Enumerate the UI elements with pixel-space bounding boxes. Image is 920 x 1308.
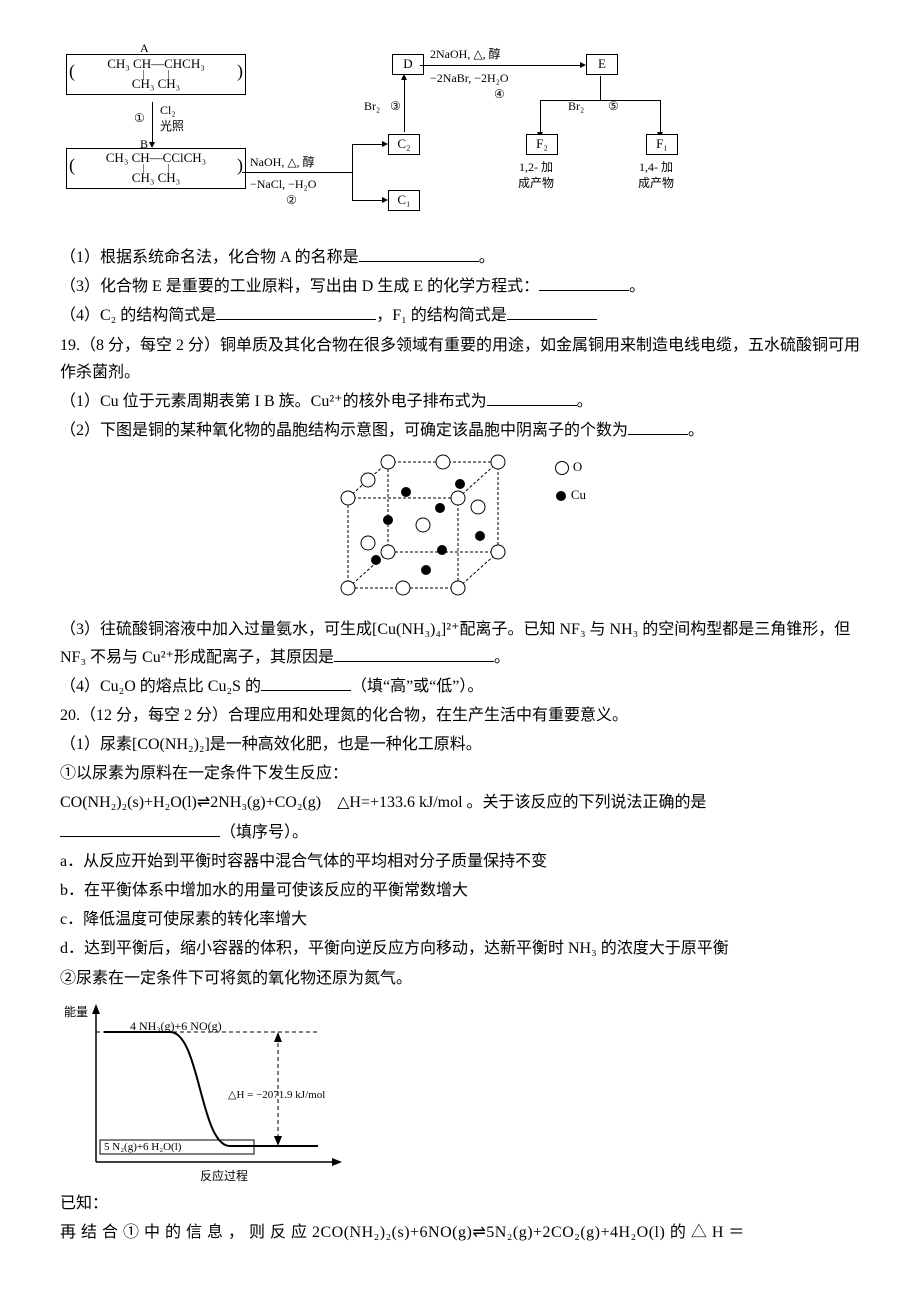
blank-19-4[interactable] [261, 674, 351, 691]
arrow-to-f1 [660, 100, 661, 132]
step1-num: ① [134, 108, 145, 128]
q20-1-1-blank: （填序号）。 [60, 819, 860, 846]
blank-18-3[interactable] [539, 274, 629, 291]
q19-1: （1）Cu 位于元素周期表第 I B 族。Cu²⁺的核外电子排布式为。 [60, 388, 860, 415]
q18-3: （3）化合物 E 是重要的工业原料，写出由 D 生成 E 的化学方程式：。 [60, 273, 860, 300]
step3-cond: Br₂ [364, 96, 380, 116]
step4-num: ④ [494, 84, 505, 104]
energy-diagram: 能量 4 NH₃(g)+6 NO(g) 5 N₂(g)+6 H₂O(l) △H … [60, 996, 360, 1186]
q19-3: （3）往硫酸铜溶液中加入过量氨水，可生成[Cu(NH₃)₄]²⁺配离子。已知 N… [60, 616, 860, 670]
arrow-to-c1 [352, 200, 382, 201]
q19-4: （4）Cu₂O 的熔点比 Cu₂S 的（填“高”或“低”）。 [60, 673, 860, 700]
f1-box: F₁ [646, 134, 678, 155]
crystal-structure-diagram: O Cu [330, 450, 590, 610]
compound-a-box: ( ) CH₃ CH—CHCH₃ | | CH₃ CH₃ [66, 54, 246, 95]
reaction-scheme: A ( ) CH₃ CH—CHCH₃ | | CH₃ CH₃ Cl₂ 光照 ① … [60, 40, 850, 240]
option-d: d．达到平衡后，缩小容器的体积，平衡向逆反应方向移动，达新平衡时 NH₃ 的浓度… [60, 935, 860, 962]
blank-19-2[interactable] [628, 418, 688, 435]
arrow-to-f2 [540, 100, 541, 132]
f2-box: F₂ [526, 134, 558, 155]
c2-box: C₂ [388, 134, 420, 155]
step2-cond1: NaOH, △, 醇 [250, 152, 315, 172]
step2-cond2: −NaCl, −H₂O [250, 174, 316, 194]
step3-num: ③ [390, 96, 401, 116]
crystal-legend: O Cu [555, 456, 586, 506]
q20-1-2: ②尿素在一定条件下可将氮的氧化物还原为氮气。 [60, 965, 860, 992]
page: A ( ) CH₃ CH—CHCH₃ | | CH₃ CH₃ Cl₂ 光照 ① … [0, 0, 920, 1308]
legend-o-icon [555, 461, 569, 475]
compound-b-box: ( ) CH₃ CH—CClCH₃ | | CH₃ CH₃ [66, 148, 246, 189]
ediag-ylabel: 能量 [64, 1002, 88, 1022]
legend-cu-label: Cu [571, 487, 586, 502]
q20-1-1-intro: ①以尿素为原料在一定条件下发生反应： [60, 760, 860, 787]
blank-19-3[interactable] [334, 645, 494, 662]
legend-o-label: O [573, 459, 582, 474]
q18-4: （4）C₂ 的结构简式是，F₁ 的结构简式是 [60, 302, 860, 329]
blank-18-1[interactable] [359, 245, 479, 262]
q19-2: （2）下图是铜的某种氧化物的晶胞结构示意图，可确定该晶胞中阴离子的个数为。 [60, 417, 860, 444]
q18-1: （1）根据系统命名法，化合物 A 的名称是。 [60, 244, 860, 271]
option-b: b．在平衡体系中增加水的用量可使该反应的平衡常数增大 [60, 877, 860, 904]
f1-note: 1,4- 加 成产物 [638, 160, 674, 191]
q19-intro: 19.（8 分，每空 2 分）铜单质及其化合物在很多领域有重要的用途，如金属铜用… [60, 332, 860, 386]
ediag-bottom: 5 N₂(g)+6 H₂O(l) [104, 1138, 181, 1157]
step2-num: ② [286, 190, 297, 210]
blank-20-1-1[interactable] [60, 820, 220, 837]
c1-box: C₁ [388, 190, 420, 211]
step1-cond2: 光照 [160, 116, 184, 136]
option-a: a．从反应开始到平衡时容器中混合气体的平均相对分子质量保持不变 [60, 848, 860, 875]
q20-intro: 20.（12 分，每空 2 分）合理应用和处理氮的化合物，在生产生活中有重要意义… [60, 702, 860, 729]
ediag-dh: △H = −2071.9 kJ/mol [228, 1086, 325, 1105]
f2-note: 1,2- 加 成产物 [518, 160, 554, 191]
option-c: c．降低温度可使尿素的转化率增大 [60, 906, 860, 933]
crystal-svg [330, 450, 590, 610]
blank-19-1[interactable] [487, 389, 577, 406]
q20-final: 再 结 合 ① 中 的 信 息 ， 则 反 应 2CO(NH₂)₂(s)+6NO… [60, 1219, 860, 1246]
blank-18-4a[interactable] [216, 303, 376, 320]
q20-1: （1）尿素[CO(NH₂)₂]是一种高效化肥，也是一种化工原料。 [60, 731, 860, 758]
ediag-top: 4 NH₃(g)+6 NO(g) [130, 1016, 222, 1036]
q20-1-1-eq: CO(NH₂)₂(s)+H₂O(l)⇌2NH₃(g)+CO₂(g) △H=+13… [60, 789, 860, 816]
ediag-xlabel: 反应过程 [200, 1166, 248, 1186]
arrow-a-to-b [152, 102, 153, 142]
compound-a-line2: CH₃ CH₃ [71, 77, 241, 92]
q20-known: 已知： [60, 1190, 860, 1217]
legend-cu-icon [556, 491, 566, 501]
arrow-d-to-e [420, 65, 580, 66]
step4-cond1: 2NaOH, △, 醇 [430, 44, 501, 64]
arrow-to-c2 [352, 144, 382, 145]
blank-18-4b[interactable] [507, 303, 597, 320]
compound-b-line2: CH₃ CH₃ [71, 171, 241, 186]
e-box: E [586, 54, 618, 75]
arrow-c2-to-d [404, 80, 405, 132]
